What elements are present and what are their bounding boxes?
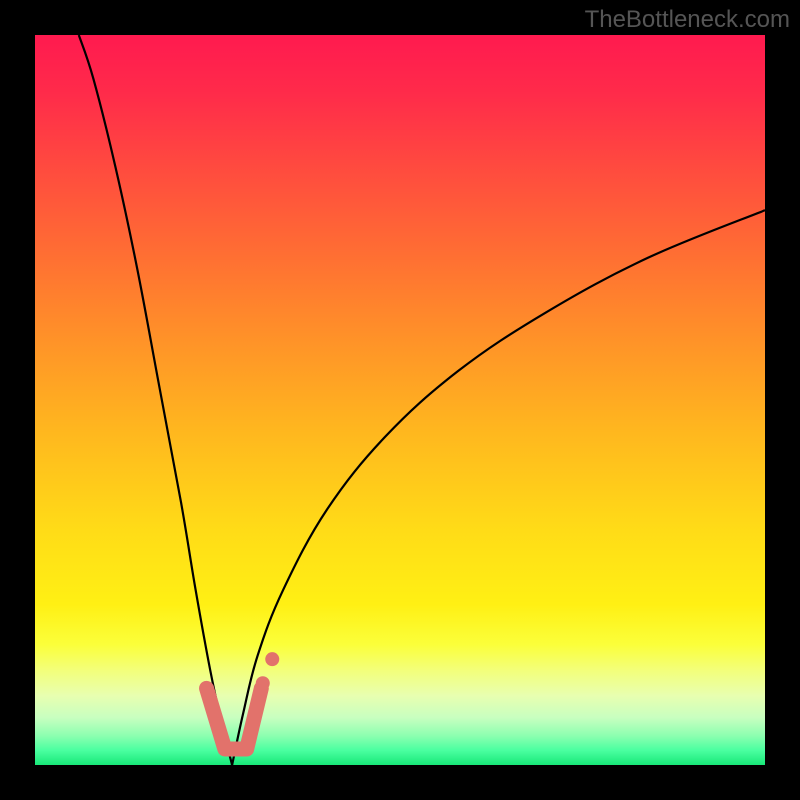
watermark-text: TheBottleneck.com xyxy=(585,6,790,34)
bottleneck-curve-right xyxy=(232,210,765,765)
bottom-v-dots xyxy=(256,652,279,690)
plot-area xyxy=(35,35,765,765)
marker-dot xyxy=(265,652,279,666)
marker-dot xyxy=(256,676,270,690)
curve-layer xyxy=(35,35,765,765)
bottom-v-marker xyxy=(207,688,262,749)
bottleneck-curve-left xyxy=(79,35,232,765)
